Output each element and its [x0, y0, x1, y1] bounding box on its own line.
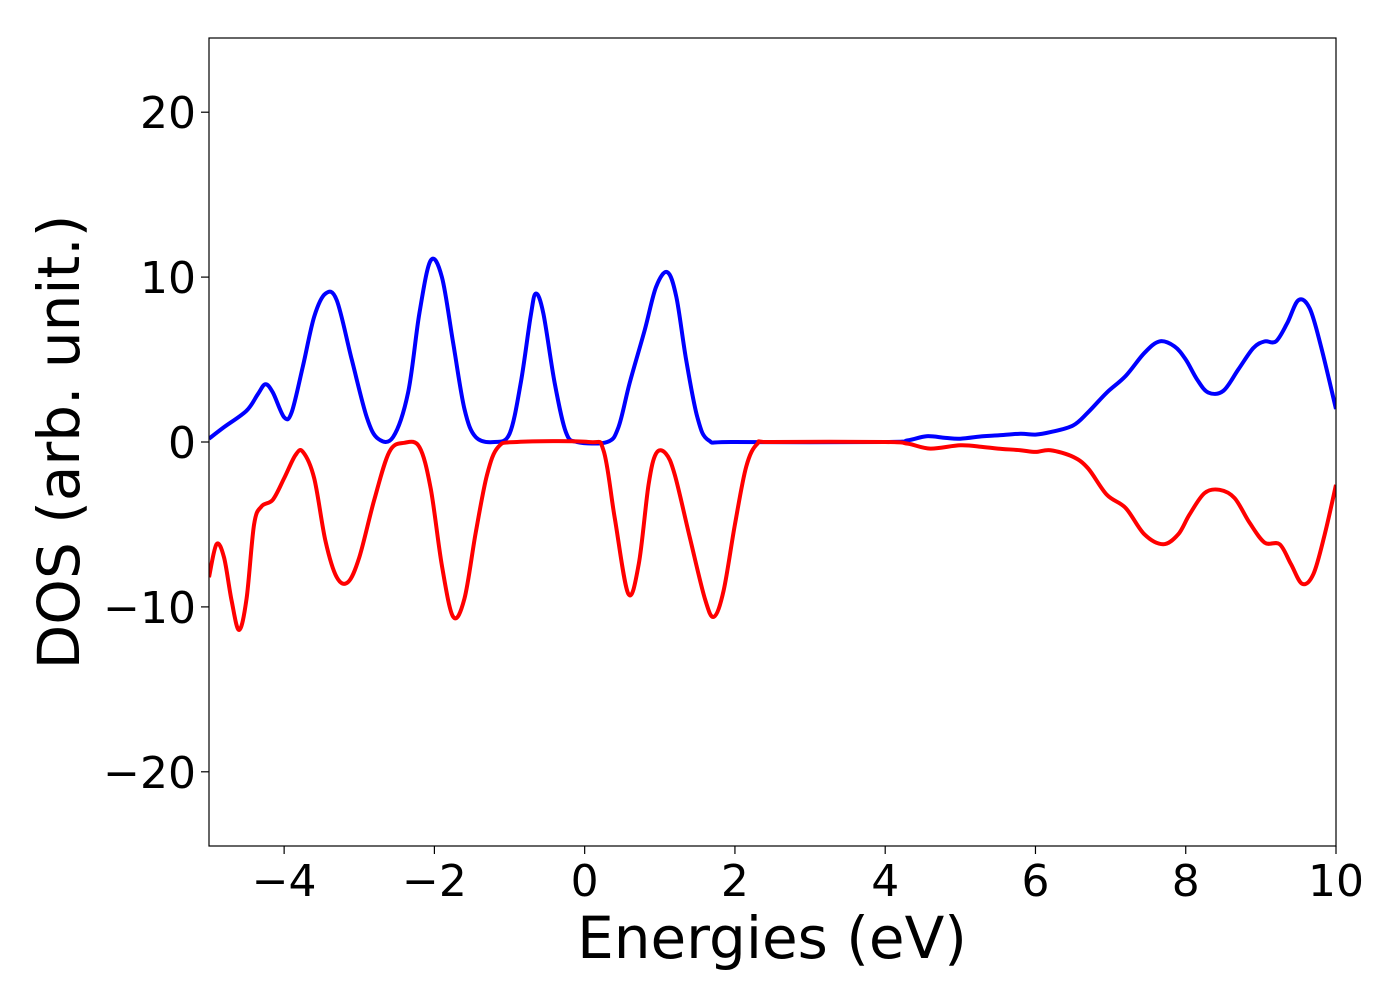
x-tick-label: 2 — [721, 856, 749, 907]
x-axis: −4 −2 0 2 4 6 8 10 — [252, 846, 1364, 907]
x-axis-label: Energies (eV) — [577, 904, 967, 972]
series-layer — [209, 256, 1336, 632]
y-tick-label: 0 — [168, 418, 196, 469]
series-line-1 — [209, 256, 1336, 446]
y-tick-label: −20 — [103, 748, 196, 799]
x-tick-label: 0 — [571, 856, 599, 907]
x-tick-label: 8 — [1172, 856, 1200, 907]
x-tick-label: 4 — [871, 856, 899, 907]
y-tick-label: −10 — [103, 583, 196, 634]
x-tick-label: −4 — [252, 856, 317, 907]
y-axis-label: DOS (arb. unit.) — [25, 215, 93, 670]
y-axis: −20 −10 0 10 20 — [103, 88, 209, 799]
x-tick-label: 10 — [1308, 856, 1364, 907]
y-tick-label: 10 — [140, 253, 196, 304]
series-line-2 — [209, 439, 1336, 632]
y-tick-label: 20 — [140, 88, 196, 139]
x-tick-label: −2 — [402, 856, 467, 907]
x-tick-label: 6 — [1021, 856, 1049, 907]
